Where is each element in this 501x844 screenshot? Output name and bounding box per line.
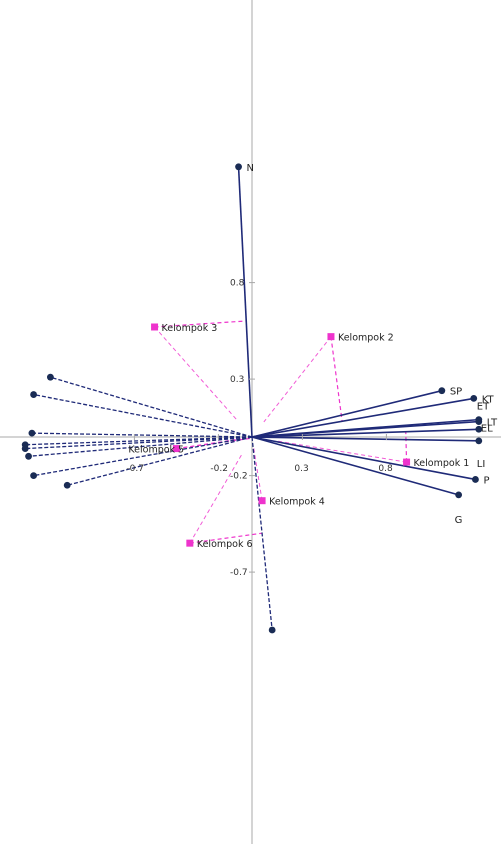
projection-line (176, 438, 241, 450)
projection-line (189, 452, 244, 544)
vector-label: LI (477, 459, 486, 470)
y-tick-label: -0.7 (230, 568, 248, 578)
vector-label: SP (450, 387, 462, 398)
group-marker (327, 333, 335, 341)
vector-endpoint (475, 437, 483, 445)
projection-line (405, 431, 408, 463)
vector-endpoint (470, 395, 478, 402)
vector-endpoint (63, 481, 71, 489)
y-tick-label: -0.2 (230, 472, 248, 482)
group-label: Kelompok 3 (162, 323, 218, 334)
group-markers: Kelompok 1 Kelompok 2 Kelompok 3 Kelompok 4… (128, 323, 469, 550)
vector-endpoint (47, 373, 54, 381)
y-tick-label: 0.3 (230, 375, 244, 385)
dashed-vector-line (28, 436, 253, 457)
x-tick-label: -0.7 (126, 464, 144, 474)
tick-labels: -0.7 -0.2 0.3 0.8 0.8 0.3 -0.2 -0.7 (126, 279, 393, 578)
group-marker (151, 323, 159, 331)
dashed-vector-line (25, 436, 253, 450)
x-tick-label: 0.3 (294, 464, 308, 474)
group-marker (258, 497, 266, 505)
vector-endpoint (30, 472, 37, 479)
vector-line (251, 389, 443, 438)
vector-endpoint (30, 391, 37, 398)
projection-line (189, 532, 263, 544)
vector-line (237, 166, 253, 438)
vector-label: LT (487, 418, 498, 429)
vector-endpoint (25, 452, 32, 460)
projection-line (253, 446, 263, 501)
projection-line (154, 320, 247, 328)
dashed-vector-line (67, 436, 253, 486)
vector-label: N (247, 163, 254, 174)
dashed-vector-line (33, 393, 253, 438)
y-tick-label: 0.8 (230, 279, 245, 289)
x-tick-label: -0.2 (210, 464, 228, 474)
vector-endpoint (28, 429, 36, 437)
vector-endpoint (235, 163, 242, 171)
dashed-vector-line (50, 376, 253, 438)
group-label: Kelompok 1 (414, 458, 470, 469)
vector-endpoint (268, 626, 276, 634)
vector-endpoint (475, 425, 483, 433)
vector-line (251, 436, 479, 442)
vector-line (251, 397, 474, 438)
vector-line (251, 428, 479, 438)
vector-line (251, 436, 459, 496)
group-label: Kelompok 5 (128, 445, 184, 456)
vector-label: KT (482, 394, 495, 405)
vector-endpoint (472, 476, 479, 483)
x-tick-label: 0.8 (378, 464, 393, 474)
group-marker (186, 539, 194, 547)
group-marker (403, 458, 411, 466)
projection-line (263, 336, 332, 423)
dashed-vector-line (251, 436, 273, 631)
vector-line (251, 420, 479, 438)
vector-line (251, 436, 476, 481)
group-label: Kelompok 2 (338, 333, 394, 344)
vector-endpoint (438, 387, 446, 395)
dashed-vector-line (33, 436, 253, 477)
vector-endpoint (475, 418, 483, 425)
group-marker (172, 445, 180, 453)
vector-label: P (483, 475, 489, 486)
vector-endpoint (455, 491, 463, 499)
dashed-vector-line (31, 432, 253, 438)
projection-line (330, 336, 343, 422)
vector-label: EL (481, 423, 493, 434)
vector-label: G (455, 515, 463, 526)
group-label: Kelompok 4 (269, 497, 325, 508)
vector-endpoint (21, 445, 29, 452)
vector-label: ET (477, 402, 490, 413)
projection-line (154, 326, 238, 421)
projection-line (275, 440, 407, 463)
group-label: Kelompok 6 (197, 539, 253, 550)
